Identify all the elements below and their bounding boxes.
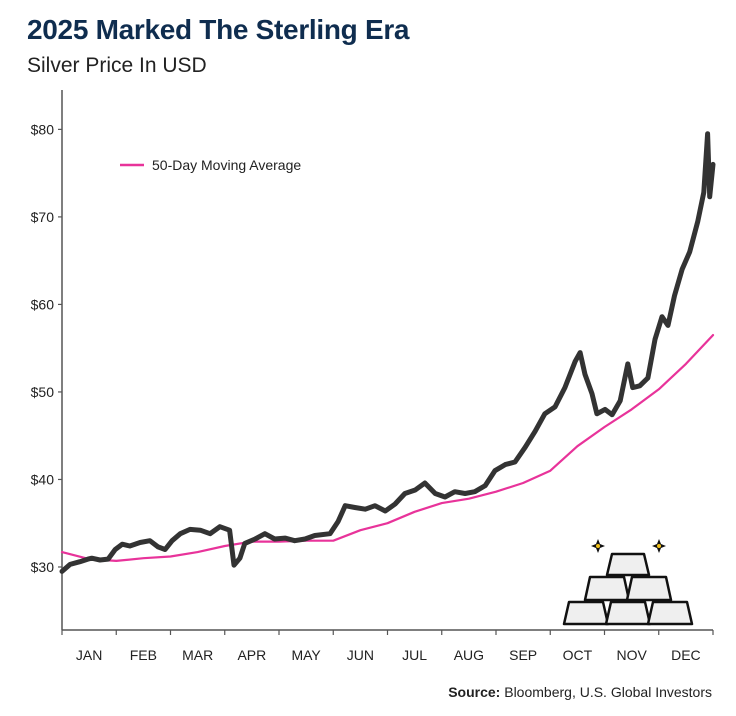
x-tick-label: AUG [454,647,484,663]
x-tick-label: OCT [563,647,593,663]
silver-bar [583,575,631,602]
x-tick-label: DEC [671,647,701,663]
y-tick-label: $70 [31,209,55,225]
legend: 50-Day Moving Average [120,157,301,173]
silver-bar [604,600,652,626]
moving-average-line [60,334,715,562]
axes: $30 $40 $50 $60 $70 $80 JAN FEB MAR APR MAY JUN JUL A… [31,90,714,663]
source-label: Source: [448,684,501,700]
x-tick-label: NOV [616,647,647,663]
x-tick-label: JUL [402,647,427,663]
x-tick-label: MAR [182,647,213,663]
silver-bar [562,600,610,626]
chart-subtitle: Silver Price In USD [27,54,207,77]
y-tick-label: $50 [31,384,55,400]
series-layer [59,131,716,574]
x-tick-label: MAY [291,647,321,663]
chart-title: 2025 Marked The Sterling Era [27,14,410,45]
silver-bars-stack-icon [562,539,694,626]
source-note: Source: Bloomberg, U.S. Global Investors [448,684,712,700]
y-tick-label: $30 [31,559,55,575]
y-tick-label: $40 [31,471,55,487]
legend-label-moving-average: 50-Day Moving Average [152,157,301,173]
silver-bar [625,575,673,602]
silver-bar [646,600,694,626]
sparkle-icon [591,539,605,553]
x-tick-label: JAN [76,647,102,663]
silver-price-line [59,131,716,574]
x-tick-label: JUN [347,647,374,663]
silver-bar [605,552,651,577]
y-tick-label: $60 [31,296,55,312]
y-tick-label: $80 [31,121,55,137]
sparkle-icon [652,539,666,553]
x-tick-label: FEB [130,647,157,663]
source-text: Bloomberg, U.S. Global Investors [504,684,712,700]
x-tick-label: SEP [509,647,537,663]
x-tick-label: APR [237,647,266,663]
